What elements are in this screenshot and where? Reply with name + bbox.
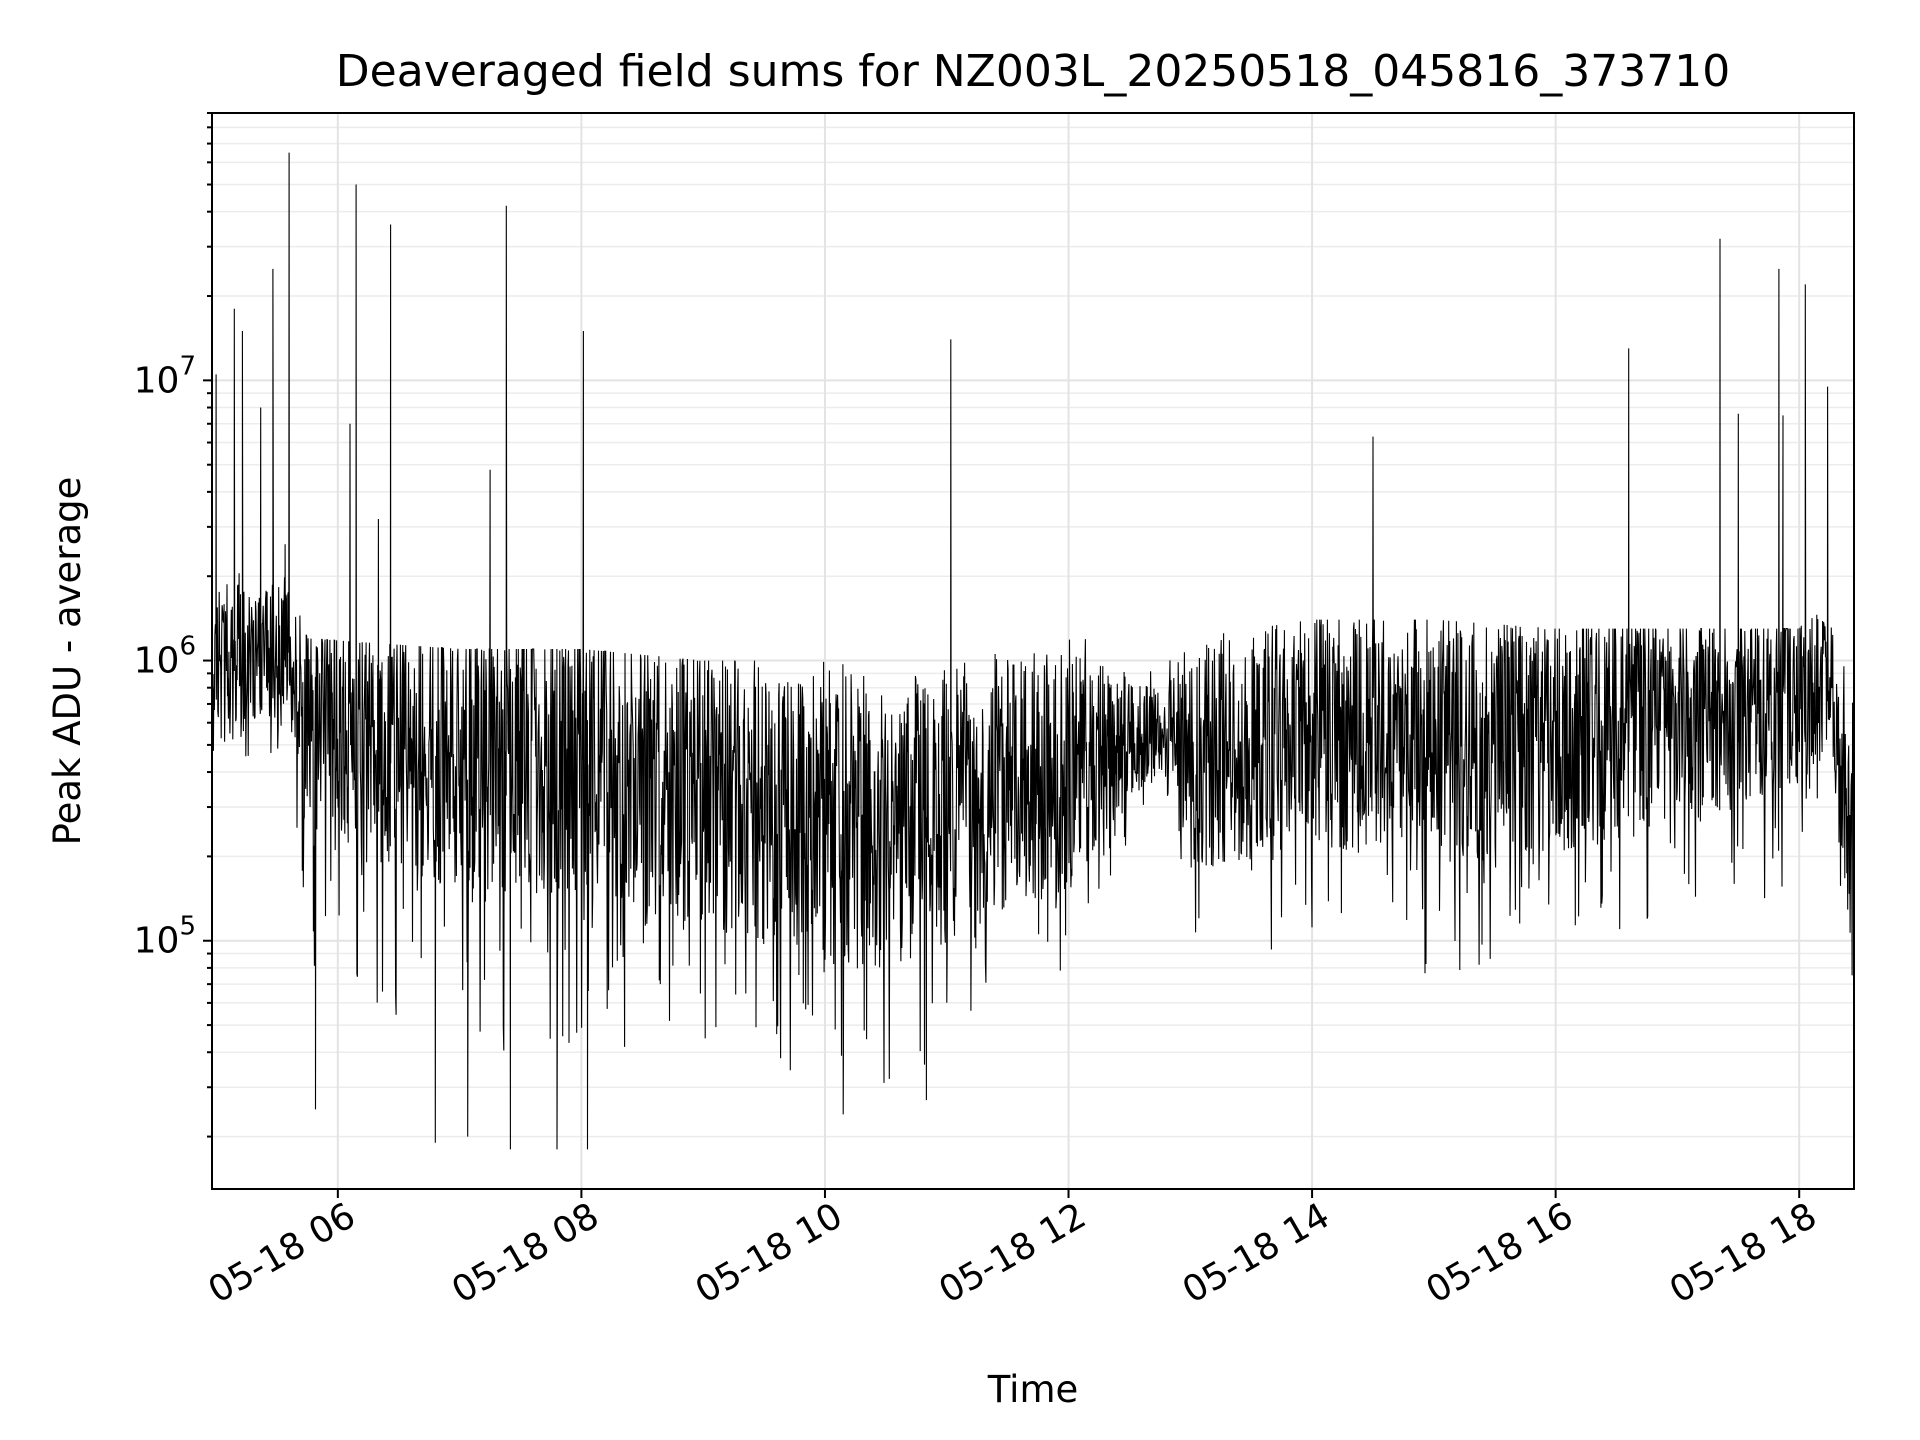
x-axis-label: Time	[987, 1368, 1079, 1411]
y-tick-label-exponent: 7	[179, 351, 196, 381]
y-axis-label: Peak ADU - average	[46, 477, 89, 846]
ticks	[203, 112, 1801, 1198]
y-tick-label-base: 10	[134, 641, 180, 682]
series-layer	[211, 152, 1855, 1150]
chart-title: Deaveraged field sums for NZ003L_2025051…	[336, 46, 1730, 97]
y-tick-label: 105	[134, 912, 196, 962]
y-tick-label-base: 10	[134, 921, 180, 962]
y-tick-label: 106	[134, 632, 196, 682]
y-tick-label-base: 10	[134, 360, 180, 401]
y-tick-label: 107	[134, 351, 196, 401]
y-tick-label-exponent: 5	[179, 912, 196, 942]
y-tick-label-exponent: 6	[179, 632, 196, 662]
major-gridlines	[212, 113, 1854, 1189]
series-line	[211, 152, 1855, 1150]
plot-frame	[211, 112, 1855, 1190]
